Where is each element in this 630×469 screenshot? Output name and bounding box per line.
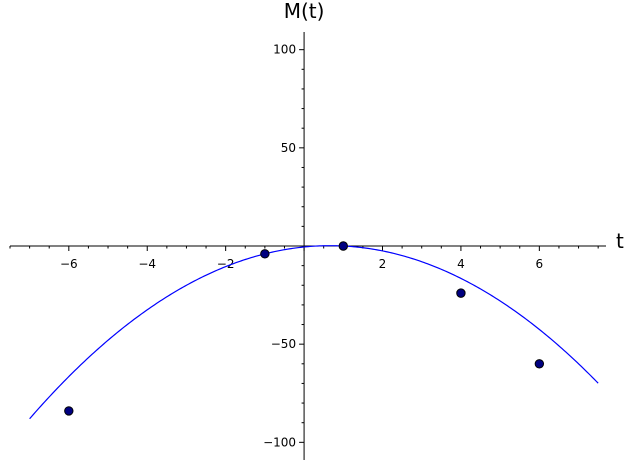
data-point (456, 288, 466, 298)
y-tick-label: 100 (273, 43, 296, 57)
x-axis-label: t (616, 229, 624, 253)
y-tick-label: −50 (271, 337, 296, 351)
data-point (534, 359, 545, 369)
y-axis-label: M(t) (284, 0, 325, 23)
data-point (260, 249, 270, 259)
tick-labels: −6 −4 −2 2 4 6 −100 −50 50 100 (60, 43, 543, 450)
data-point (64, 406, 74, 416)
x-tick-label: 6 (536, 257, 544, 271)
x-tick-label: −6 (60, 257, 78, 271)
fitted-curve (29, 245, 599, 420)
x-tick-label: 4 (457, 257, 465, 271)
y-tick-label: −100 (263, 435, 296, 449)
data-points (64, 241, 545, 416)
x-tick-label: −4 (138, 257, 156, 271)
y-tick-label: 50 (281, 141, 296, 155)
x-tick-label: −2 (217, 257, 235, 271)
data-point (338, 241, 348, 251)
axes (10, 32, 606, 460)
axis-ticks (9, 49, 599, 443)
x-tick-label: 2 (379, 257, 387, 271)
